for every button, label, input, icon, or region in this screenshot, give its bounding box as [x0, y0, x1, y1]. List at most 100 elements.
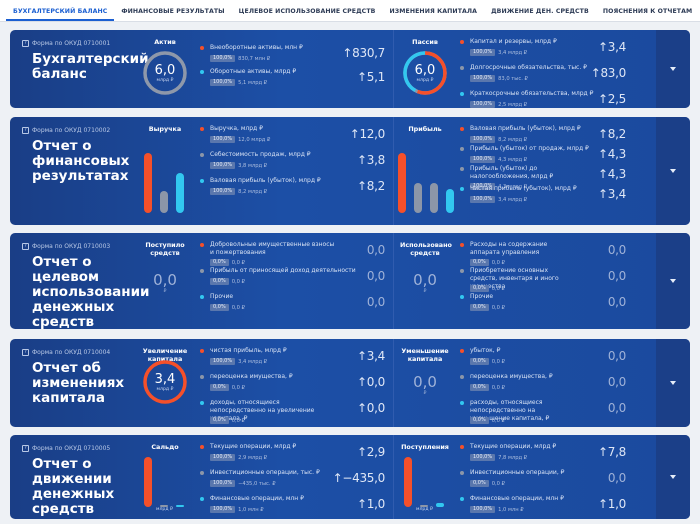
metric-value: 0,0: [607, 349, 626, 363]
metric-sub-value: 3,4 млрд ₽: [238, 358, 268, 365]
metric-label: Долгосрочные обязательства, тыс. ₽: [470, 64, 587, 71]
metric-row: Прочие 0,0% 0,0 ₽ 0,0: [460, 293, 626, 315]
tab-financial-results[interactable]: ФИНАНСОВЫЕ РЕЗУЛЬТАТЫ: [121, 8, 225, 15]
percent-badge: 100,0%: [470, 75, 496, 82]
section-label: Поступления: [401, 443, 449, 451]
metric-share: 0,0% 0,0 ₽: [470, 417, 505, 424]
metric-value: 0,0: [366, 269, 385, 283]
series-dot: [460, 40, 464, 44]
series-dot: [460, 375, 464, 379]
card-header: ? Форма по ОКУД 0710004 Отчет об изменения…: [10, 339, 130, 427]
metric-sub-value: 12,0 млрд ₽: [238, 136, 271, 143]
report-card[interactable]: ? Форма по ОКУД 0710003 Отчет о целевом ис…: [10, 233, 690, 329]
report-card[interactable]: ? Форма по ОКУД 0710002 Отчет о финансовых…: [10, 117, 690, 225]
ring-unit: млрд ₽: [156, 78, 174, 83]
metric-label: Чистая прибыль (убыток), млрд ₽: [470, 185, 577, 192]
metric-share: 0,0% 0,0 ₽: [210, 278, 245, 285]
metric-share: 0,0% 0,0 ₽: [210, 417, 245, 424]
metric-sub-value: 8,2 млрд ₽: [238, 188, 268, 195]
metric-share: 0,0% 0,0 ₽: [470, 259, 505, 266]
metric-sub-value: 0,0 ₽: [491, 358, 505, 365]
tab-capital-changes[interactable]: ИЗМЕНЕНИЯ КАПИТАЛА: [389, 8, 478, 15]
metric-label: Себестоимость продаж, млрд ₽: [210, 151, 311, 158]
card-header: ? Форма по ОКУД 0710003 Отчет о целевом ис…: [10, 233, 150, 330]
tab-cash-flow[interactable]: ДВИЖЕНИЕ ДЕН. СРЕДСТВ: [491, 8, 589, 15]
metric-value: ↑4,3: [598, 167, 626, 181]
percent-badge: 0,0%: [210, 278, 229, 285]
metric-share: 100,0% 4,3 млрд ₽: [470, 183, 527, 190]
metric-value: ↑−435,0: [332, 471, 386, 485]
metric-row: Инвестиционные операции, ₽ 0,0% 0,0 ₽ 0,0: [460, 469, 626, 491]
metric-share: 100,0% 5,1 млрд ₽: [210, 79, 267, 86]
metric-row: Себестоимость продаж, млрд ₽ 100,0% 3,8 мл…: [200, 151, 385, 173]
percent-badge: 100,0%: [210, 136, 236, 143]
report-card[interactable]: ? Форма по ОКУД 0710005 Отчет о движении д…: [10, 435, 690, 519]
metric-sub-value: 0,0 ₽: [231, 304, 245, 311]
series-dot: [460, 497, 464, 501]
series-dot: [460, 445, 464, 449]
percent-badge: 0,0%: [470, 358, 489, 365]
chevron-down-icon: [670, 475, 676, 479]
ring-value: 6,0: [154, 63, 176, 78]
total-value: 0,0: [413, 271, 437, 289]
bar-2: [414, 183, 422, 213]
series-dot: [200, 349, 204, 353]
metric-sub-value: 1,0 млн ₽: [498, 506, 524, 513]
expand-button[interactable]: [656, 435, 690, 519]
percent-badge: 0,0%: [210, 259, 229, 266]
metric-value: ↑5,1: [357, 70, 385, 84]
bar-2: [420, 505, 428, 507]
form-code: ? Форма по ОКУД 0710001: [22, 40, 110, 47]
series-dot: [460, 167, 464, 171]
percent-badge: 100,0%: [470, 101, 496, 108]
chevron-down-icon: [670, 169, 676, 173]
metric-label: Инвестиционные операции, тыс. ₽: [210, 469, 320, 476]
percent-badge: 0,0%: [470, 480, 489, 487]
expand-button[interactable]: [656, 30, 690, 108]
total-value: 0,0: [153, 271, 177, 289]
form-code: ? Форма по ОКУД 0710004: [22, 349, 110, 356]
help-icon[interactable]: ?: [22, 127, 29, 134]
metric-share: 100,0% 3,4 млрд ₽: [210, 358, 267, 365]
metric-value: ↑8,2: [357, 179, 385, 193]
card-title: Отчет о целевом использовании денежных с…: [32, 254, 150, 330]
help-icon[interactable]: ?: [22, 40, 29, 47]
metric-label: Оборотные активы, млрд ₽: [210, 68, 297, 75]
help-icon[interactable]: ?: [22, 349, 29, 356]
metric-share: 100,0% 8,2 млрд ₽: [210, 188, 267, 195]
metric-row: Финансовые операции, млн ₽ 100,0% 1,0 млн …: [460, 495, 626, 517]
series-dot: [200, 153, 204, 157]
expand-button[interactable]: [656, 117, 690, 225]
report-card[interactable]: ? Форма по ОКУД 0710004 Отчет об изменения…: [10, 339, 690, 427]
metric-value: 0,0: [607, 471, 626, 485]
metric-row: Долгосрочные обязательства, тыс. ₽ 100,0%…: [460, 64, 626, 86]
section-label: Поступило средств: [145, 241, 185, 257]
total-ring-chart: 3,4 млрд ₽: [142, 359, 188, 405]
metric-row: убыток, ₽ 0,0% 0,0 ₽ 0,0: [460, 347, 626, 369]
expand-button[interactable]: [656, 339, 690, 427]
percent-badge: 100,0%: [470, 183, 496, 190]
metric-share: 100,0% 4,3 млрд ₽: [470, 156, 527, 163]
metric-sub-value: 0,0 ₽: [231, 384, 245, 391]
metric-share: 0,0% 0,0 ₽: [470, 358, 505, 365]
metric-value: ↑8,2: [598, 127, 626, 141]
tab-notes[interactable]: ПОЯСНЕНИЯ К ОТЧЕТАМ: [602, 8, 693, 15]
metric-label: переоценка имущества, ₽: [470, 373, 553, 380]
help-icon[interactable]: ?: [22, 445, 29, 452]
metric-sub-value: −435,0 тыс. ₽: [238, 480, 276, 487]
tab-balance[interactable]: БУХГАЛТЕРСКИЙ БАЛАНС: [6, 8, 115, 21]
tab-targeted-use[interactable]: ЦЕЛЕВОЕ ИСПОЛЬЗОВАНИЕ СРЕДСТВ: [238, 8, 376, 15]
metric-sub-value: 0,0 ₽: [491, 304, 505, 311]
ring-value: 6,0: [414, 63, 436, 78]
metric-share: 100,0% 830,7 млн ₽: [210, 55, 270, 62]
card-header: ? Форма по ОКУД 0710005 Отчет о движении д…: [10, 435, 130, 519]
expand-button[interactable]: [656, 233, 690, 329]
report-card[interactable]: ? Форма по ОКУД 0710001 Бухгалтерский бала…: [10, 30, 690, 108]
total-ring-chart: 6,0 млрд ₽: [402, 50, 448, 96]
metric-row: Краткосрочные обязательства, млрд ₽ 100,0…: [460, 90, 626, 108]
metric-sub-value: 0,0 ₽: [491, 480, 505, 487]
help-icon[interactable]: ?: [22, 243, 29, 250]
metric-row: Капитал и резервы, млрд ₽ 100,0% 3,4 млрд …: [460, 38, 626, 60]
percent-badge: 0,0%: [470, 259, 489, 266]
metric-label: Финансовые операции, млн ₽: [470, 495, 564, 502]
